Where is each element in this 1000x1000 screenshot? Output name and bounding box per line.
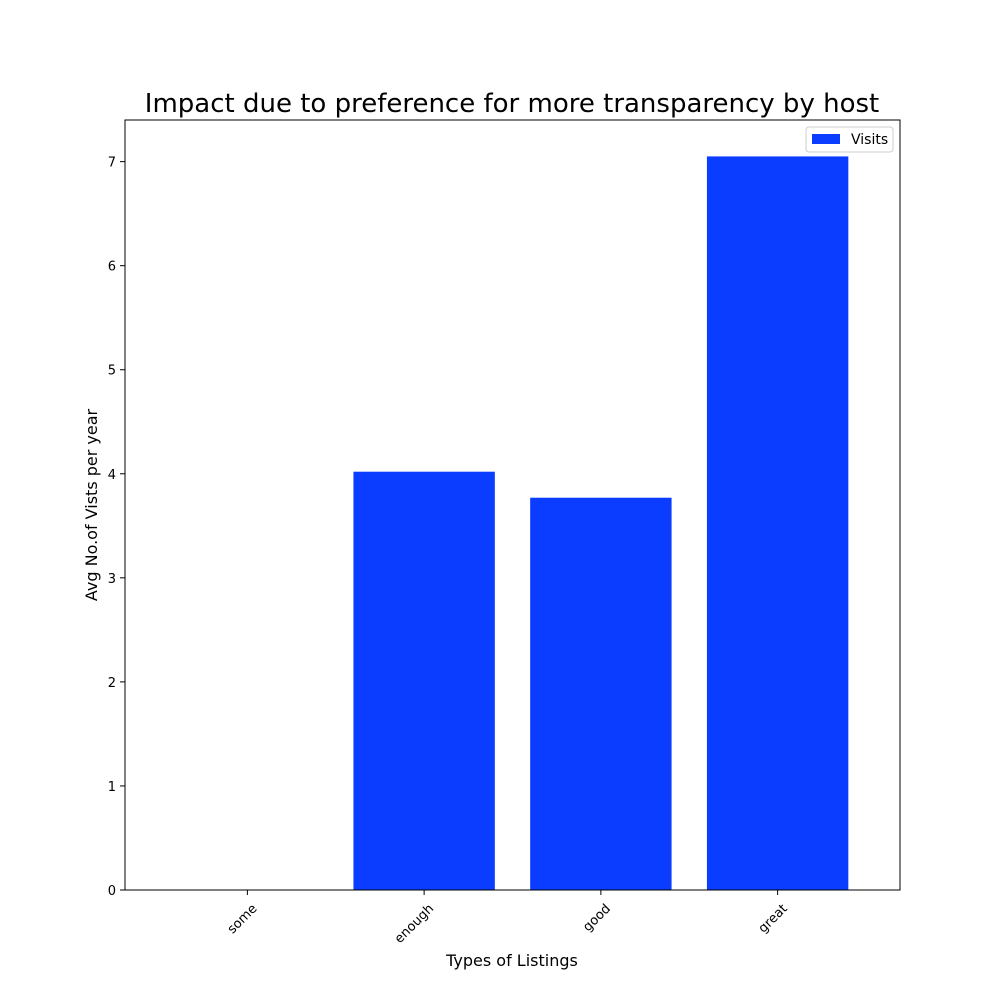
y-tick-label-5: 5 xyxy=(108,364,116,379)
plot-frame xyxy=(124,119,901,891)
x-tick-label-good: good xyxy=(580,901,614,935)
y-axis-label: Avg No.of Vists per year xyxy=(82,408,101,601)
y-tick-label-1: 1 xyxy=(108,780,116,795)
chart-title: Impact due to preference for more transp… xyxy=(145,89,879,119)
bar-great xyxy=(706,156,849,890)
x-tick-label-great: great xyxy=(756,901,791,936)
legend-swatch xyxy=(812,134,840,144)
y-tick-label-3: 3 xyxy=(108,572,116,587)
bars-layer xyxy=(353,156,849,890)
y-tick-label-0: 0 xyxy=(108,884,116,899)
bar-good xyxy=(530,497,672,890)
x-axis: some enough good great xyxy=(225,890,791,947)
legend-label-visits: Visits xyxy=(851,132,888,148)
x-tick-label-some: some xyxy=(225,901,261,937)
legend: Visits xyxy=(805,126,894,153)
x-tick-label-enough: enough xyxy=(392,901,437,946)
bar-enough xyxy=(353,471,495,890)
legend-box xyxy=(805,126,894,153)
y-tick-label-4: 4 xyxy=(108,468,116,483)
x-axis-label: Types of Listings xyxy=(445,951,578,970)
y-tick-label-6: 6 xyxy=(108,260,116,275)
y-tick-label-2: 2 xyxy=(108,676,116,691)
y-tick-label-7: 7 xyxy=(108,156,116,171)
y-axis: 0 1 2 3 4 5 6 7 xyxy=(108,156,125,899)
